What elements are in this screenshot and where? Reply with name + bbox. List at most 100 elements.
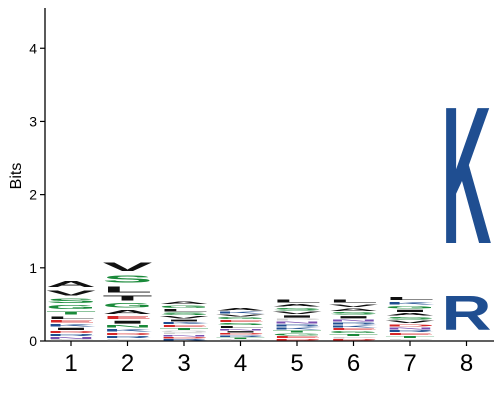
logo-letter-i: I	[272, 315, 322, 319]
logo-letter-d: D	[46, 331, 96, 334]
logo-letter-d: D	[103, 332, 153, 335]
logo-letter-i: I	[216, 331, 266, 333]
logo-letter-p: P	[159, 333, 209, 335]
x-tick-label: 4	[234, 350, 247, 377]
logo-letter-v: V	[216, 314, 266, 317]
logo-letter-d: D	[159, 337, 209, 339]
logo-letter-p: P	[272, 318, 322, 321]
stack-position-8: RK	[441, 67, 491, 341]
x-tick-label: 2	[121, 350, 134, 377]
logo-letter-e: E	[216, 320, 266, 323]
logo-letter-g: G	[103, 302, 153, 309]
y-axis-label: Bits	[8, 163, 25, 190]
logo-letter-r: R	[46, 334, 96, 337]
logo-letter-k: K	[272, 327, 322, 330]
logo-letter-n: N	[215, 329, 265, 331]
logo-letter-k: K	[329, 325, 379, 328]
x-tick-label: 7	[403, 350, 416, 377]
logo-letter-l: L	[272, 299, 322, 304]
logo-letter-n: N	[329, 319, 379, 322]
logo-letter-i: I	[385, 309, 435, 313]
logo-letter-e: E	[46, 320, 96, 324]
logo-letter-t: T	[272, 330, 322, 333]
logo-letter-e: E	[159, 325, 209, 328]
logo-letter-a: A	[385, 313, 435, 317]
logo-letter-r: R	[159, 339, 209, 341]
logo-letter-s: S	[159, 312, 209, 316]
logo-letter-r: R	[385, 330, 435, 333]
logo-letter-n: N	[385, 327, 435, 330]
logo-letter-q: Q	[159, 330, 209, 332]
logo-letter-v: V	[385, 320, 435, 324]
y-tick-label: 0	[29, 333, 37, 349]
logo-letter-e: E	[329, 328, 379, 331]
logo-letter-t: T	[46, 310, 96, 315]
logo-letter-k: K	[46, 324, 96, 328]
x-tick-label: 6	[347, 350, 360, 377]
logo-letter-t: T	[159, 328, 209, 331]
logo-letter-s: S	[46, 297, 96, 304]
logo-letter-l: L	[385, 296, 435, 301]
logo-letter-a: A	[46, 280, 96, 289]
logo-letter-d: D	[385, 324, 435, 327]
logo-letter-l: L	[103, 285, 153, 294]
x-tick-label: 3	[177, 350, 190, 377]
letter-stacks: PNRDIKELTGSVAPRDKNIEAGTLSVRDNPQTEKIVSLGA…	[46, 67, 492, 341]
logo-letter-g: G	[272, 333, 322, 336]
logo-letter-t: T	[216, 337, 266, 339]
logo-letter-g: G	[329, 331, 379, 334]
logo-letter-a: A	[272, 304, 322, 308]
logo-letter-i: I	[46, 327, 96, 331]
axes	[44, 8, 494, 342]
logo-letter-t: T	[328, 334, 378, 337]
y-tick-label: 4	[29, 40, 37, 56]
logo-letter-s: S	[385, 316, 435, 320]
logo-letter-r: R	[329, 322, 379, 325]
logo-letter-a: A	[159, 301, 209, 305]
logo-letter-p: P	[385, 339, 435, 341]
logo-letter-k: K	[216, 311, 266, 314]
logo-letter-l: L	[329, 299, 379, 304]
logo-letter-a: A	[103, 309, 153, 315]
logo-letter-n: N	[159, 335, 209, 337]
logo-letter-d: D	[328, 339, 378, 341]
logo-letter-v: V	[103, 261, 153, 274]
logo-letter-v: V	[159, 316, 209, 320]
logo-letter-r: R	[103, 336, 153, 339]
logo-letter-t: T	[385, 336, 435, 339]
logo-letter-i: I	[103, 320, 153, 325]
logo-letter-p: P	[328, 337, 378, 339]
logo-letter-v: V	[46, 289, 96, 297]
logo-letter-i: I	[329, 315, 379, 319]
logo-letter-s: S	[328, 312, 378, 316]
logo-letter-v: V	[329, 304, 379, 308]
x-tick-label: 5	[290, 350, 303, 377]
logo-letter-g: G	[46, 304, 96, 310]
logo-letter-g: G	[385, 305, 435, 309]
logo-letter-p: P	[102, 339, 152, 341]
logo-letter-l: L	[159, 309, 209, 312]
logo-letter-n: N	[46, 337, 96, 340]
logo-letter-a: A	[329, 308, 379, 312]
logo-letter-r: R	[272, 324, 322, 327]
logo-letter-g: G	[216, 317, 266, 320]
x-ticks: 1 2 3 4 5 6 7 8	[64, 341, 473, 377]
logo-letter-g: G	[159, 305, 209, 309]
y-tick-label: 1	[29, 260, 37, 276]
logo-letter-r: R	[215, 335, 265, 337]
logo-letter-s: S	[102, 274, 152, 285]
logo-letter-k: K	[385, 301, 435, 305]
y-ticks: 0 1 2 3 4	[29, 40, 45, 349]
x-tick-label: 1	[64, 350, 77, 377]
logo-letter-n: N	[103, 325, 153, 329]
logo-letter-s: S	[216, 323, 266, 326]
logo-letter-r: R	[442, 286, 492, 341]
